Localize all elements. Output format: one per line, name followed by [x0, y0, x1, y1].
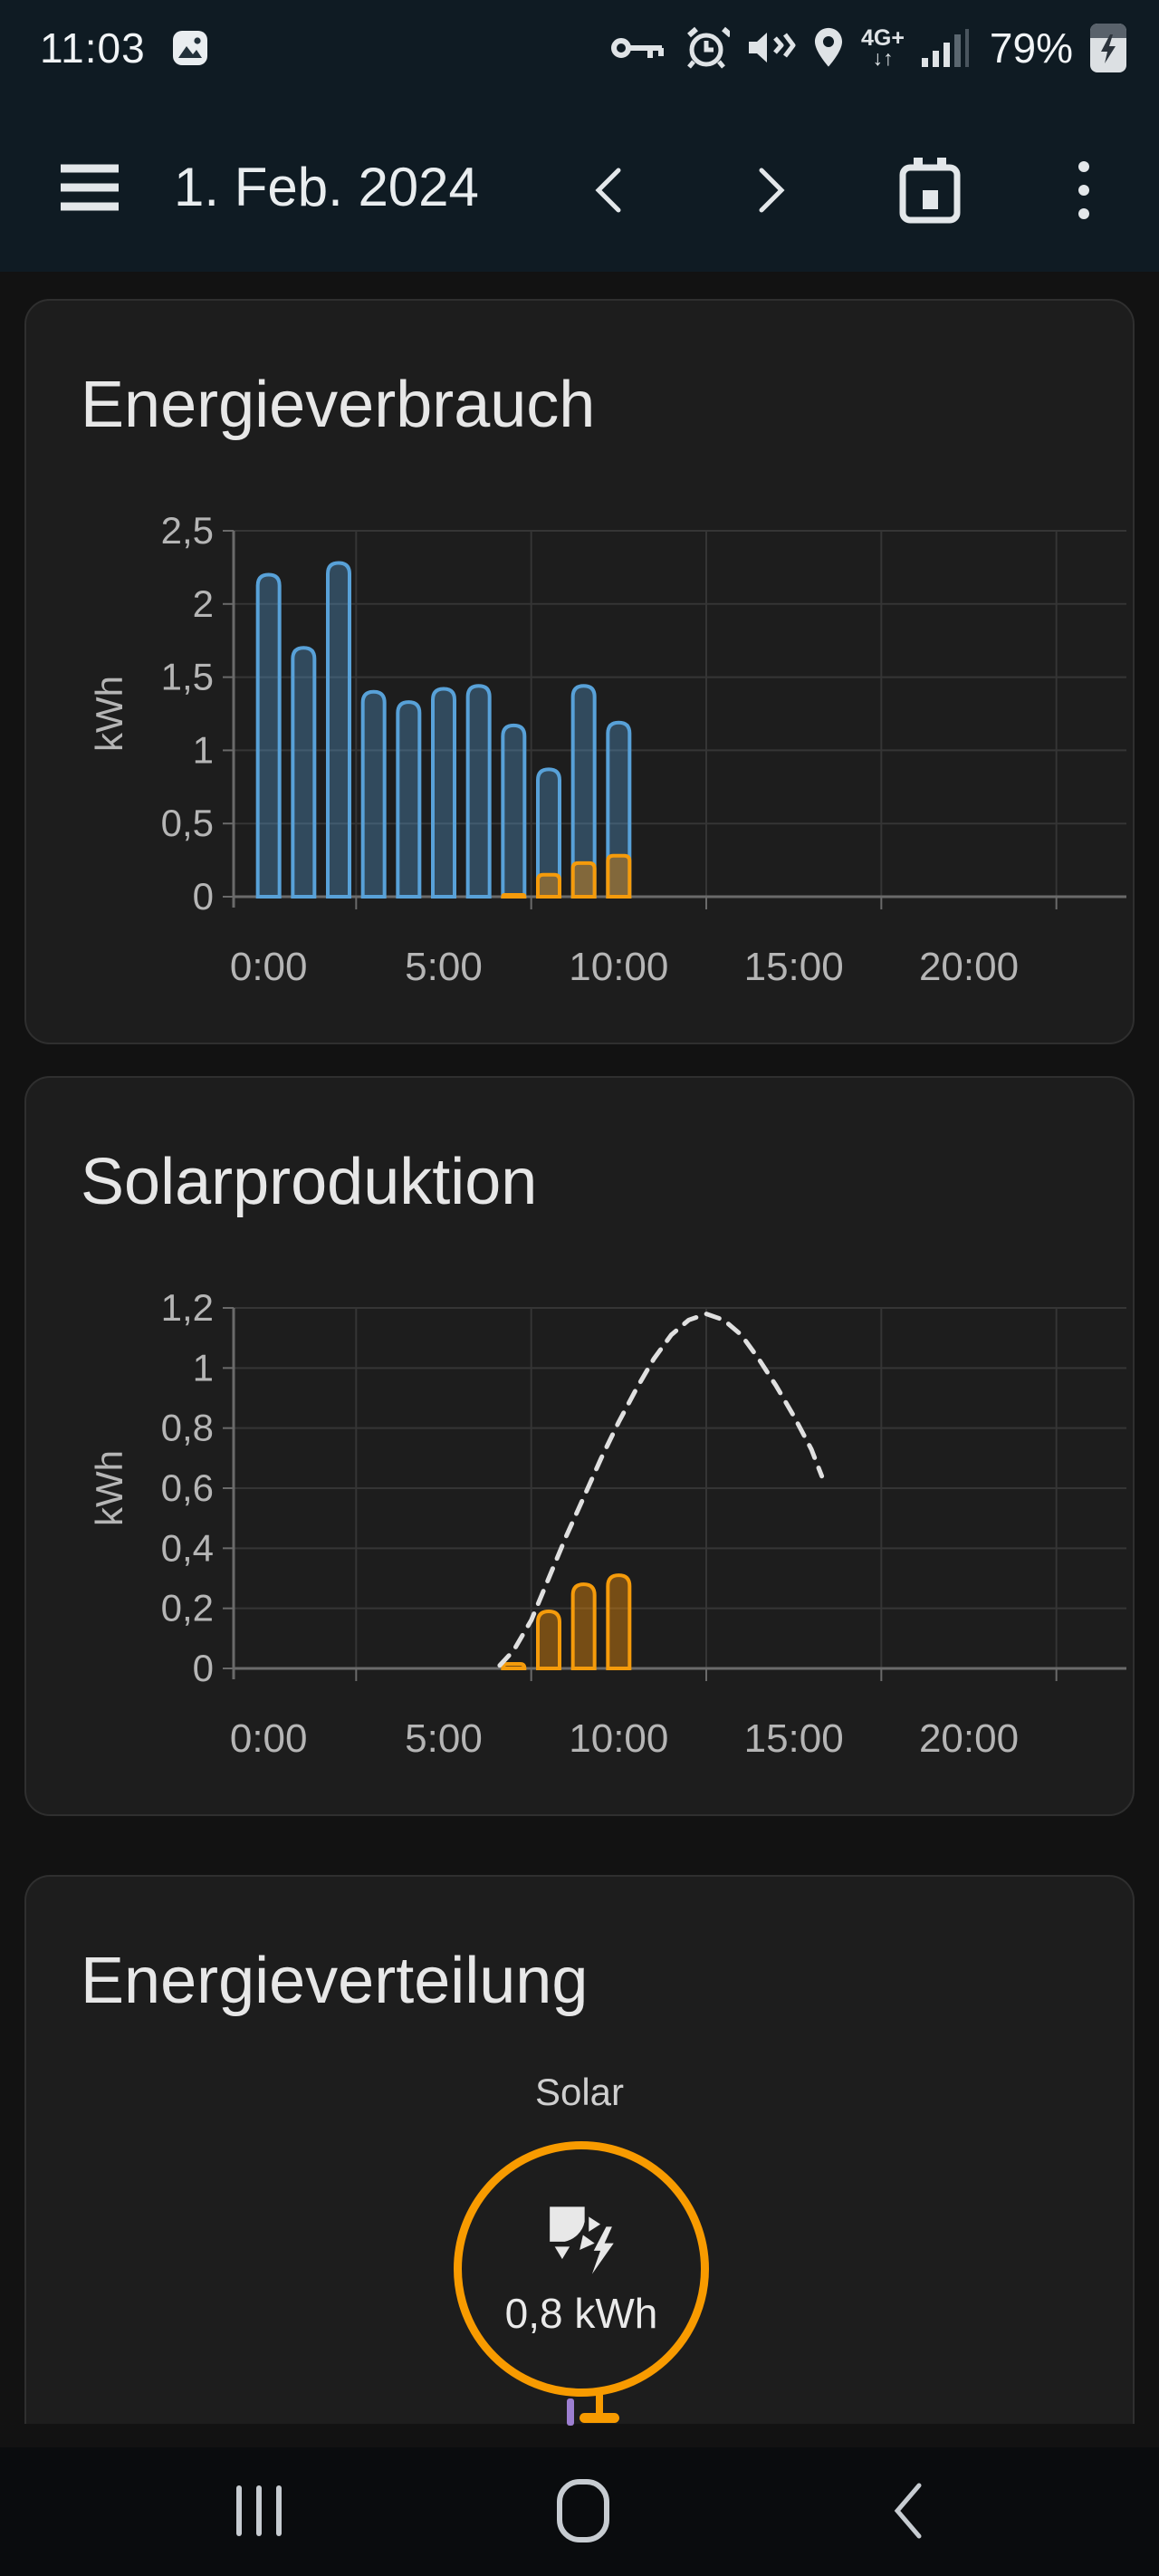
svg-text:10:00: 10:00: [569, 1716, 668, 1761]
card-title: Energieverbrauch: [81, 369, 596, 441]
calendar-button[interactable]: [892, 152, 968, 228]
svg-text:1: 1: [193, 728, 214, 771]
top-app-bar: 11:03 4G+ ↓↑ 79% 1. Feb. 2024: [0, 0, 1159, 272]
menu-button[interactable]: [56, 154, 123, 221]
solar-flow-line-curve: [580, 2413, 619, 2423]
battery-percent-text: 79%: [989, 24, 1073, 72]
mute-vibrate-icon: [748, 33, 796, 62]
signal-strength-icon: [921, 29, 969, 67]
solar-flow-line: [596, 2391, 603, 2418]
chevron-left-icon: [595, 168, 621, 213]
system-navigation-bar: [0, 2447, 1159, 2576]
solar-node-label: Solar: [534, 2071, 625, 2113]
svg-text:15:00: 15:00: [744, 1716, 844, 1761]
back-icon: [894, 2483, 922, 2539]
home-icon: [557, 2479, 609, 2542]
svg-text:kWh: kWh: [88, 676, 130, 752]
calendar-icon: [899, 158, 961, 224]
alarm-icon: [686, 26, 730, 69]
svg-text:1: 1: [193, 1346, 214, 1389]
location-icon: [814, 27, 843, 67]
svg-text:1,2: 1,2: [161, 1286, 214, 1329]
svg-text:0,2: 0,2: [161, 1587, 214, 1629]
grid-return-flow-line: [567, 2398, 574, 2426]
svg-text:0: 0: [193, 1647, 214, 1689]
svg-text:15:00: 15:00: [744, 945, 844, 989]
svg-text:10:00: 10:00: [569, 945, 668, 989]
clock-text: 11:03: [40, 24, 146, 72]
consumption-chart[interactable]: 0 0,5 1 1,5 2 2,5 0:00 5:00 10:00 15:00 20:00 kWh: [26, 464, 1133, 1007]
next-day-button[interactable]: [734, 152, 810, 228]
svg-text:2: 2: [193, 582, 214, 625]
previous-day-button[interactable]: [570, 152, 646, 228]
screenshot-notification-icon: [171, 29, 209, 67]
status-icons: 4G+ ↓↑ 79%: [610, 22, 1128, 74]
svg-text:5:00: 5:00: [405, 945, 483, 989]
svg-text:0,6: 0,6: [161, 1466, 214, 1509]
svg-text:0:00: 0:00: [230, 1716, 308, 1761]
svg-text:20:00: 20:00: [919, 1716, 1019, 1761]
svg-text:kWh: kWh: [88, 1450, 130, 1526]
svg-text:0,4: 0,4: [161, 1526, 214, 1569]
date-picker-title[interactable]: 1. Feb. 2024: [174, 157, 479, 217]
recents-button[interactable]: [216, 2467, 302, 2554]
recents-icon: [236, 2485, 282, 2536]
more-vertical-icon: [1078, 161, 1089, 219]
energy-consumption-card: Energieverbrauch 0 0,5 1 1,5 2 2,5 0:00 5:00 10:…: [24, 299, 1135, 1044]
home-button[interactable]: [540, 2467, 627, 2554]
solar-node-circle: 0,8 kWh: [454, 2141, 709, 2397]
solar-node-value: 0,8 kWh: [504, 2290, 658, 2337]
svg-text:0,5: 0,5: [161, 802, 214, 844]
card-title: Solarproduktion: [81, 1146, 538, 1218]
4g-plus-icon: 4G+ ↓↑: [860, 25, 905, 70]
status-bar: 11:03 4G+ ↓↑ 79%: [0, 0, 1159, 91]
solar-production-chart[interactable]: 0 0,2 0,4 0,6 0,8 1 1,2 0:00 5:00 10:00 15:00 20:00…: [26, 1252, 1133, 1795]
svg-text:20:00: 20:00: [919, 945, 1019, 989]
svg-text:0:00: 0:00: [230, 945, 308, 989]
svg-text:5:00: 5:00: [405, 1716, 483, 1761]
energy-distribution-card: Energieverteilung Solar 0,8 kWh: [24, 1875, 1135, 2426]
vpn-key-icon: [610, 38, 664, 58]
svg-text:0: 0: [193, 875, 214, 918]
overflow-menu-button[interactable]: [1046, 152, 1122, 228]
card-title: Energieverteilung: [81, 1945, 589, 2017]
svg-text:0,8: 0,8: [161, 1407, 214, 1449]
svg-text:1,5: 1,5: [161, 656, 214, 698]
battery-charging-icon: [1090, 24, 1126, 72]
svg-text:2,5: 2,5: [161, 509, 214, 552]
chevron-right-icon: [759, 168, 785, 213]
hamburger-icon: [61, 164, 119, 211]
solar-power-icon: [550, 2206, 614, 2274]
solar-production-card: Solarproduktion 0 0,2 0,4 0,6 0,8 1 1,2 0:00 5:0…: [24, 1076, 1135, 1816]
back-button[interactable]: [864, 2467, 951, 2554]
